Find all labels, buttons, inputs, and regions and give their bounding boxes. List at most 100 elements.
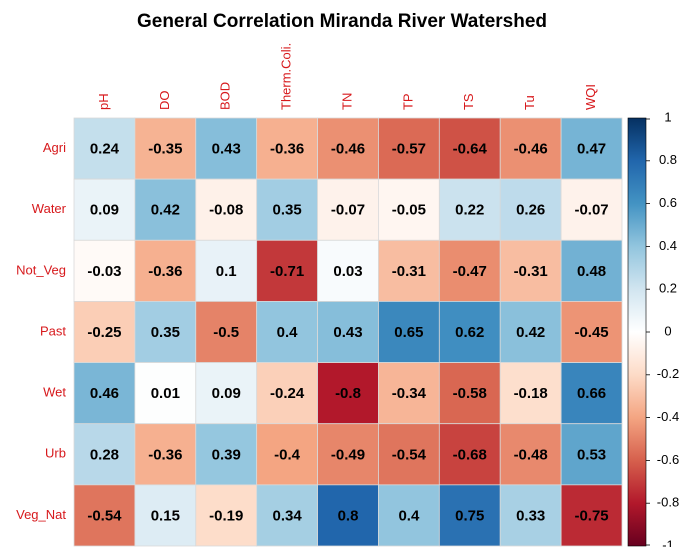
cell-value: 0.53 xyxy=(577,446,606,463)
cell-value: -0.35 xyxy=(148,141,182,158)
column-label: Tu xyxy=(522,95,537,110)
cell xyxy=(195,362,258,425)
cell xyxy=(317,239,379,302)
cell-value: 0.4 xyxy=(398,507,420,524)
row-label: Not_Veg xyxy=(16,262,66,277)
cell xyxy=(195,423,258,486)
cell xyxy=(317,484,379,547)
cell-value: 0.62 xyxy=(455,324,484,341)
cell xyxy=(560,362,623,425)
colorbar-tick-label: -0.6 xyxy=(657,452,679,467)
cell-value: -0.03 xyxy=(87,263,121,280)
cell xyxy=(560,423,623,486)
cell-value: 0.8 xyxy=(338,507,359,524)
cell xyxy=(560,484,623,547)
cell-value: -0.8 xyxy=(335,385,361,402)
cell-value: -0.54 xyxy=(392,446,427,463)
cell xyxy=(256,362,318,425)
cell xyxy=(560,301,623,363)
cell-value: 0.22 xyxy=(455,202,484,219)
cell xyxy=(134,301,197,363)
column-label: TP xyxy=(400,93,415,110)
cell-value: -0.24 xyxy=(270,385,305,402)
cell xyxy=(134,117,197,180)
cell xyxy=(256,178,318,241)
cell xyxy=(256,484,318,547)
cell-value: -0.25 xyxy=(87,324,121,341)
cell xyxy=(317,178,379,241)
cell xyxy=(438,239,501,302)
cell xyxy=(499,117,562,180)
colorbar-tick-label: -0.2 xyxy=(657,366,679,381)
cell-value: -0.75 xyxy=(574,507,608,524)
cell-value: -0.45 xyxy=(574,324,608,341)
column-label: TN xyxy=(339,93,354,110)
cell xyxy=(499,484,562,547)
cell xyxy=(378,423,440,486)
row-label: Veg_Nat xyxy=(16,507,66,522)
cell-value: 0.43 xyxy=(333,324,362,341)
cell-value: 0.4 xyxy=(277,324,299,341)
cell xyxy=(73,117,136,180)
cell xyxy=(256,239,318,302)
cell xyxy=(438,178,501,241)
cell-value: 0.35 xyxy=(273,202,302,219)
row-label: Urb xyxy=(45,446,66,461)
cell-value: 0.26 xyxy=(516,202,545,219)
cell-value: -0.05 xyxy=(392,202,426,219)
colorbar-tick-label: 0.2 xyxy=(659,281,677,296)
cell-value: -0.36 xyxy=(148,446,182,463)
cell-value: 0.42 xyxy=(516,324,545,341)
cell-value: -0.49 xyxy=(331,446,365,463)
cell xyxy=(499,178,562,241)
cell-value: 0.09 xyxy=(90,202,119,219)
colorbar-tick-label: 0 xyxy=(664,323,671,338)
cell-value: -0.07 xyxy=(331,202,365,219)
cell xyxy=(378,484,440,547)
cell xyxy=(499,423,562,486)
cell-value: -0.36 xyxy=(270,141,304,158)
cell-value: -0.64 xyxy=(453,141,488,158)
row-label: Agri xyxy=(43,140,66,155)
cell xyxy=(73,239,136,302)
cell xyxy=(134,239,197,302)
cell-value: -0.46 xyxy=(514,141,548,158)
cell-value: -0.34 xyxy=(392,385,427,402)
cell xyxy=(438,362,501,425)
cell-value: -0.07 xyxy=(574,202,608,219)
cell-value: -0.54 xyxy=(87,507,122,524)
cell-value: -0.57 xyxy=(392,141,426,158)
cell xyxy=(134,484,197,547)
cell-value: 0.42 xyxy=(151,202,180,219)
colorbar-tick-label: 1 xyxy=(664,109,671,124)
cell xyxy=(195,484,258,547)
cell-value: 0.33 xyxy=(516,507,545,524)
cell xyxy=(73,362,136,425)
cell-value: 0.15 xyxy=(151,507,180,524)
cell-value: 0.39 xyxy=(212,446,241,463)
cell xyxy=(256,301,318,363)
cell xyxy=(256,117,318,180)
cell-value: 0.01 xyxy=(151,385,180,402)
cell-value: -0.08 xyxy=(209,202,243,219)
cell xyxy=(195,117,258,180)
row-label: Wet xyxy=(43,385,66,400)
cell-value: -0.31 xyxy=(514,263,548,280)
cell-value: 0.1 xyxy=(216,263,237,280)
column-label: Therm.Coli. xyxy=(279,43,294,110)
cell-value: 0.35 xyxy=(151,324,180,341)
cell xyxy=(134,423,197,486)
cell xyxy=(560,239,623,302)
cell xyxy=(256,423,318,486)
cell-value: -0.19 xyxy=(209,507,243,524)
cell-value: -0.68 xyxy=(453,446,487,463)
cell xyxy=(73,301,136,363)
cell-value: 0.43 xyxy=(212,141,241,158)
colorbar-tick-label: -0.4 xyxy=(657,409,679,424)
chart-title: General Correlation Miranda River Waters… xyxy=(137,11,547,32)
cell xyxy=(195,178,258,241)
row-label: Past xyxy=(40,323,66,338)
cell-value: 0.46 xyxy=(90,385,119,402)
